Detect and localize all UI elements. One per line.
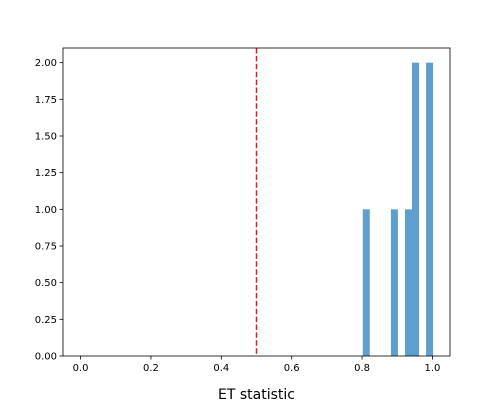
y-tick-label: 0.25 bbox=[35, 315, 57, 326]
x-axis-ticks: 0.0 0.2 0.4 0.6 0.8 1.0 bbox=[73, 356, 440, 374]
y-tick-label: 1.25 bbox=[35, 168, 57, 179]
histogram-bar-3 bbox=[404, 209, 413, 356]
y-axis-ticks: 0.00 0.25 0.50 0.75 1.00 1.25 1.50 1.75 2.00 bbox=[35, 58, 63, 363]
histogram-bar-5 bbox=[426, 62, 434, 357]
x-tick-label: 0.4 bbox=[213, 363, 229, 374]
histogram-bar-2 bbox=[390, 209, 398, 356]
x-tick-label: 0.0 bbox=[73, 363, 89, 374]
y-tick-label: 0.50 bbox=[35, 278, 57, 289]
x-tick-label: 0.6 bbox=[284, 363, 300, 374]
y-tick-label: 1.75 bbox=[35, 95, 57, 106]
y-tick-label: 1.00 bbox=[35, 205, 57, 216]
y-tick-label: 0.75 bbox=[35, 242, 57, 253]
y-tick-label: 2.00 bbox=[35, 58, 57, 69]
x-tick-label: 0.2 bbox=[143, 363, 159, 374]
plot-frame bbox=[62, 47, 451, 357]
y-tick-label: 0.00 bbox=[35, 352, 57, 363]
histogram-bar-4 bbox=[412, 62, 420, 357]
histogram-bar-1 bbox=[362, 209, 370, 356]
y-tick-label: 1.50 bbox=[35, 132, 57, 143]
x-tick-label: 0.8 bbox=[354, 363, 370, 374]
histogram-bars bbox=[362, 62, 434, 357]
x-axis-title: ET statistic bbox=[218, 387, 295, 400]
x-tick-label: 1.0 bbox=[424, 363, 440, 374]
